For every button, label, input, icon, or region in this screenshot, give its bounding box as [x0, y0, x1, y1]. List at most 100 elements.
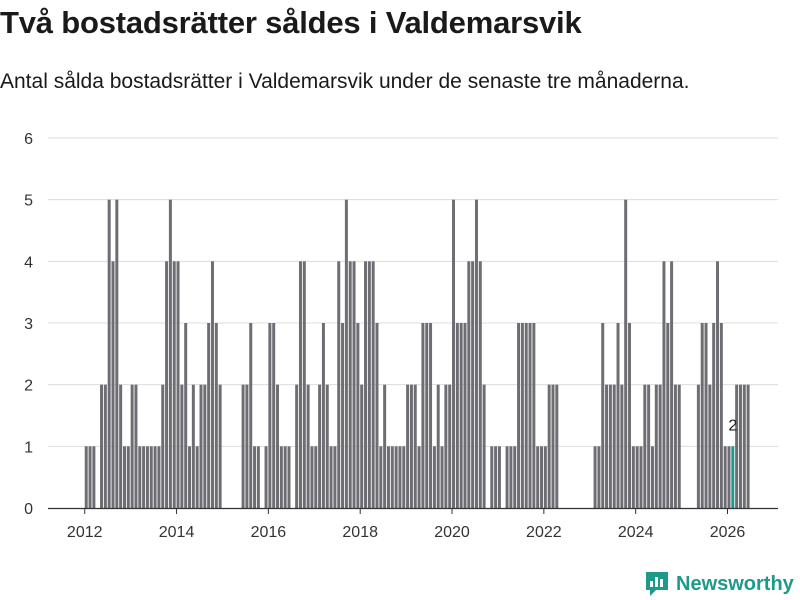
- bar: [360, 384, 364, 508]
- bar: [448, 384, 452, 508]
- bar: [199, 384, 203, 508]
- bar: [409, 384, 413, 508]
- bar: [551, 384, 555, 508]
- bar: [605, 384, 609, 508]
- bar: [111, 261, 115, 508]
- bar: [386, 446, 390, 508]
- bar: [321, 323, 325, 508]
- x-axis: 2012 2014 2016 2018 2020 2022 2024 2026: [48, 507, 778, 541]
- bar: [708, 384, 712, 508]
- bar: [333, 446, 337, 508]
- y-tick-label: 4: [24, 254, 33, 271]
- bar: [207, 323, 211, 508]
- bar: [306, 384, 310, 508]
- x-tick-label: 2018: [342, 524, 378, 541]
- x-tick-label: 2026: [710, 524, 746, 541]
- bar: [184, 323, 188, 508]
- bar: [700, 323, 704, 508]
- bar: [352, 261, 356, 508]
- bar: [298, 261, 302, 508]
- bar: [402, 446, 406, 508]
- bar: [325, 384, 329, 508]
- bar: [302, 261, 306, 508]
- bar: [130, 384, 134, 508]
- bar: [677, 384, 681, 508]
- bar: [478, 261, 482, 508]
- bar: [497, 446, 501, 508]
- bar: [379, 446, 383, 508]
- bar: [540, 446, 544, 508]
- bar: [601, 323, 605, 508]
- bar: [341, 323, 345, 508]
- bar: [364, 261, 368, 508]
- bar: [494, 446, 498, 508]
- bar: [509, 446, 513, 508]
- bar: [612, 384, 616, 508]
- bar: [432, 446, 436, 508]
- bar: [436, 384, 440, 508]
- bar: [524, 323, 528, 508]
- bar: [172, 261, 176, 508]
- x-tick-label: 2016: [251, 524, 287, 541]
- bar: [536, 446, 540, 508]
- x-tick-label: 2014: [159, 524, 195, 541]
- bar-chart-logo-icon: [646, 572, 668, 596]
- bar: [471, 261, 475, 508]
- bar: [138, 446, 142, 508]
- bar: [547, 384, 551, 508]
- bar: [318, 384, 322, 508]
- bar: [673, 384, 677, 508]
- bar: [459, 323, 463, 508]
- bar: [165, 261, 169, 508]
- highlight-data-label: 2: [728, 417, 737, 434]
- bar: [276, 384, 280, 508]
- bars: [84, 199, 750, 508]
- bar: [719, 323, 723, 508]
- bar: [712, 323, 716, 508]
- bar: [149, 446, 153, 508]
- bar: [631, 446, 635, 508]
- y-axis: 0 1 2 3 4 5 6: [24, 131, 33, 518]
- bar: [658, 384, 662, 508]
- bar: [122, 446, 126, 508]
- bar: [474, 199, 478, 508]
- bar: [452, 199, 456, 508]
- bar: [505, 446, 509, 508]
- bar: [272, 323, 276, 508]
- y-tick-label: 0: [24, 501, 33, 518]
- y-tick-label: 5: [24, 193, 33, 210]
- bar: [191, 384, 195, 508]
- bar: [371, 261, 375, 508]
- bar: [295, 384, 299, 508]
- bar: [84, 446, 88, 508]
- bar: [218, 384, 222, 508]
- bar: [115, 199, 119, 508]
- bar: [532, 323, 536, 508]
- bar: [406, 384, 410, 508]
- newsworthy-brand[interactable]: Newsworthy: [644, 569, 794, 599]
- bar: [520, 323, 524, 508]
- bar: [195, 446, 199, 508]
- bar: [635, 446, 639, 508]
- bar: [268, 323, 272, 508]
- bar: [256, 446, 260, 508]
- bar: [666, 323, 670, 508]
- bar: [742, 384, 746, 508]
- bar: [383, 384, 387, 508]
- bar: [593, 446, 597, 508]
- bar: [337, 261, 341, 508]
- bar: [716, 261, 720, 508]
- bar: [157, 446, 161, 508]
- bar: [153, 446, 157, 508]
- bar: [723, 446, 727, 508]
- bar: [429, 323, 433, 508]
- bar: [180, 384, 184, 508]
- data-labels: 2: [728, 417, 737, 434]
- bar: [643, 384, 647, 508]
- x-tick-label: 2012: [67, 524, 103, 541]
- bar: [134, 384, 138, 508]
- bar: [103, 384, 107, 508]
- bar: [314, 446, 318, 508]
- bar: [168, 199, 172, 508]
- bar: [647, 384, 651, 508]
